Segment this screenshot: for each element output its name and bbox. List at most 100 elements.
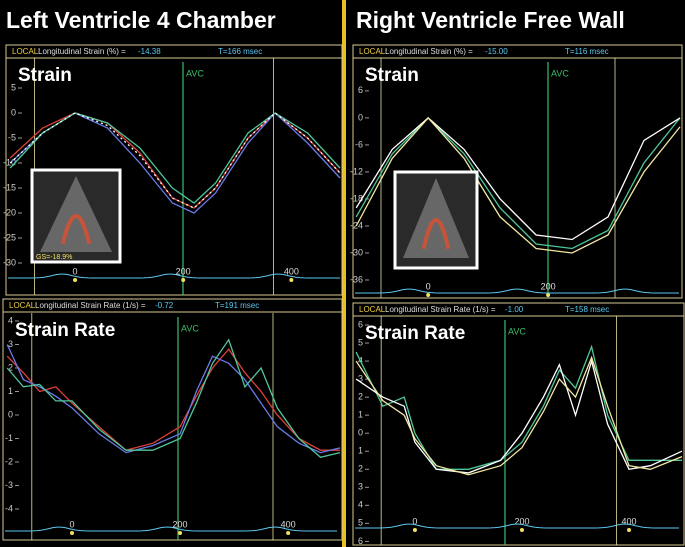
strain-curve	[9, 112, 341, 209]
y-tick-label: 1	[358, 446, 363, 456]
x-tick-label: 0	[412, 516, 417, 526]
x-tick-label: 200	[514, 516, 529, 526]
x-tick	[627, 528, 632, 532]
x-tick	[70, 531, 74, 535]
header-label: LOCAL:	[9, 301, 37, 310]
header-value: -15.00	[485, 47, 508, 56]
x-tick	[546, 293, 551, 297]
strain-curve	[355, 358, 683, 474]
header-text: Longitudinal Strain (%) =	[38, 47, 126, 56]
panel-title: Strain Rate	[365, 323, 465, 344]
y-tick-label: -5	[8, 132, 16, 142]
header-label: LOCAL:	[12, 47, 40, 56]
y-tick-label: 3	[8, 339, 13, 349]
x-tick-label: 200	[541, 281, 556, 291]
strain-curve	[6, 344, 341, 454]
strain-curve	[355, 117, 681, 241]
header-time: T=116 msec	[565, 47, 609, 56]
ecg-trace	[355, 523, 679, 529]
avc-label: AVC	[508, 326, 526, 336]
y-tick-label: 5	[11, 82, 16, 92]
y-tick-label: 6	[358, 536, 363, 546]
x-tick	[426, 293, 431, 297]
x-tick	[181, 278, 186, 282]
y-tick-label: 6	[358, 85, 363, 95]
header-text: Longitudinal Strain (%) =	[385, 47, 473, 56]
y-tick-label: 2	[358, 464, 363, 474]
x-tick	[412, 528, 417, 532]
y-tick-label: -2	[5, 456, 13, 466]
y-tick-label: -15	[3, 182, 16, 192]
header-box	[352, 44, 683, 59]
x-tick-label: 0	[426, 281, 431, 291]
x-tick-label: 400	[281, 519, 296, 529]
avc-label: AVC	[181, 323, 199, 333]
y-tick-label: -3	[5, 480, 13, 490]
y-tick-label: -36	[350, 274, 363, 284]
y-tick-label: 2	[8, 362, 13, 372]
y-tick-label: 2	[358, 392, 363, 402]
x-tick-label: 400	[284, 266, 299, 276]
ecg-trace	[355, 288, 679, 294]
x-tick-label: 400	[622, 516, 637, 526]
x-tick-label: 200	[176, 266, 191, 276]
header-time: T=166 msec	[218, 47, 262, 56]
panel-title: Strain	[18, 65, 72, 86]
x-tick	[178, 531, 183, 535]
strain-curve	[355, 116, 681, 250]
y-tick-label: 4	[8, 315, 13, 325]
header-value: -0.72	[155, 301, 174, 310]
y-tick-label: 5	[358, 518, 363, 528]
strain-curve	[355, 116, 681, 254]
y-tick-label: 0	[8, 409, 13, 419]
x-tick-label: 200	[173, 519, 188, 529]
y-tick-label: 5	[358, 337, 363, 347]
avc-label: AVC	[551, 68, 569, 78]
panel-title: Strain	[365, 65, 419, 86]
ecg-trace	[8, 273, 340, 279]
right-title: Right Ventricle Free Wall	[356, 7, 625, 33]
y-tick-label: 3	[358, 373, 363, 383]
header-label: LOCAL:	[359, 305, 387, 314]
echo-overlay	[60, 214, 92, 245]
y-tick-label: -1	[5, 433, 13, 443]
divider	[342, 0, 346, 547]
y-tick-label: -25	[3, 232, 16, 242]
y-tick-label: -12	[350, 166, 363, 176]
strain-curve	[355, 355, 683, 476]
header-time: T=158 msec	[565, 305, 609, 314]
y-tick-label: -10	[3, 157, 16, 167]
header-label: LOCAL:	[359, 47, 387, 56]
y-tick-label: 4	[358, 500, 363, 510]
header-time: T=191 msec	[215, 301, 259, 310]
y-tick-label: 0	[358, 428, 363, 438]
y-tick-label: 0	[11, 107, 16, 117]
y-tick-label: -30	[3, 257, 16, 267]
header-text: Longitudinal Strain Rate (1/s) =	[385, 305, 496, 314]
left-title: Left Ventricle 4 Chamber	[6, 7, 276, 33]
y-tick-label: 0	[358, 112, 363, 122]
header-box	[5, 44, 343, 59]
echo-overlay	[421, 218, 451, 250]
y-tick-label: 1	[358, 410, 363, 420]
strain-curve	[6, 338, 341, 459]
y-tick-label: -30	[350, 247, 363, 257]
y-tick-label: -4	[5, 503, 13, 513]
x-tick	[286, 531, 291, 535]
header-value: -14.38	[138, 47, 161, 56]
x-tick	[73, 278, 78, 282]
y-tick-label: -18	[350, 193, 363, 203]
x-tick	[519, 528, 524, 532]
y-tick-label: -20	[3, 207, 16, 217]
ecg-trace	[5, 526, 337, 532]
header-text: Longitudinal Strain Rate (1/s) =	[35, 301, 146, 310]
header-box	[352, 302, 685, 317]
avc-label: AVC	[186, 68, 204, 78]
y-tick-label: -6	[355, 139, 363, 149]
header-value: -1.00	[505, 305, 524, 314]
y-tick-label: 6	[358, 319, 363, 329]
x-tick-label: 0	[73, 266, 78, 276]
x-tick	[289, 278, 294, 282]
x-tick-label: 0	[69, 519, 74, 529]
